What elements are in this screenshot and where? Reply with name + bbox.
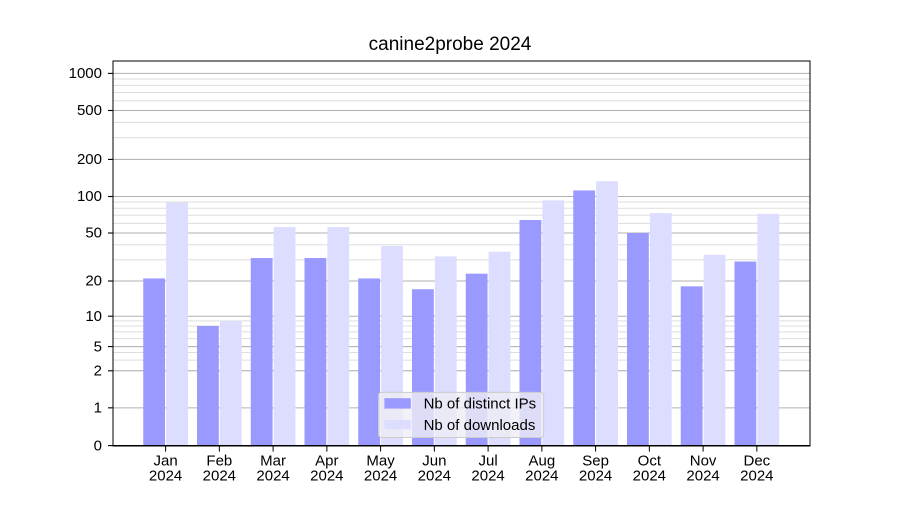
svg-text:2024: 2024: [471, 468, 504, 485]
svg-text:Nb of distinct IPs: Nb of distinct IPs: [424, 395, 537, 412]
svg-text:2024: 2024: [310, 468, 343, 485]
svg-text:2: 2: [94, 363, 102, 380]
svg-text:2024: 2024: [633, 468, 666, 485]
svg-text:2024: 2024: [149, 468, 182, 485]
svg-text:1000: 1000: [69, 65, 102, 82]
svg-text:100: 100: [77, 188, 102, 205]
svg-text:2024: 2024: [418, 468, 451, 485]
svg-text:0: 0: [94, 437, 102, 454]
svg-text:50: 50: [85, 225, 102, 242]
svg-text:2024: 2024: [740, 468, 773, 485]
svg-text:5: 5: [94, 338, 102, 355]
svg-text:2024: 2024: [364, 468, 397, 485]
svg-text:canine2probe 2024: canine2probe 2024: [369, 34, 532, 55]
svg-text:Nb of downloads: Nb of downloads: [424, 417, 536, 434]
svg-text:2024: 2024: [203, 468, 236, 485]
svg-text:2024: 2024: [525, 468, 558, 485]
svg-text:10: 10: [85, 308, 102, 325]
svg-text:2024: 2024: [579, 468, 612, 485]
svg-text:200: 200: [77, 151, 102, 168]
svg-text:20: 20: [85, 273, 102, 290]
svg-text:2024: 2024: [686, 468, 719, 485]
svg-text:500: 500: [77, 102, 102, 119]
svg-text:1: 1: [94, 400, 102, 417]
svg-text:2024: 2024: [256, 468, 289, 485]
